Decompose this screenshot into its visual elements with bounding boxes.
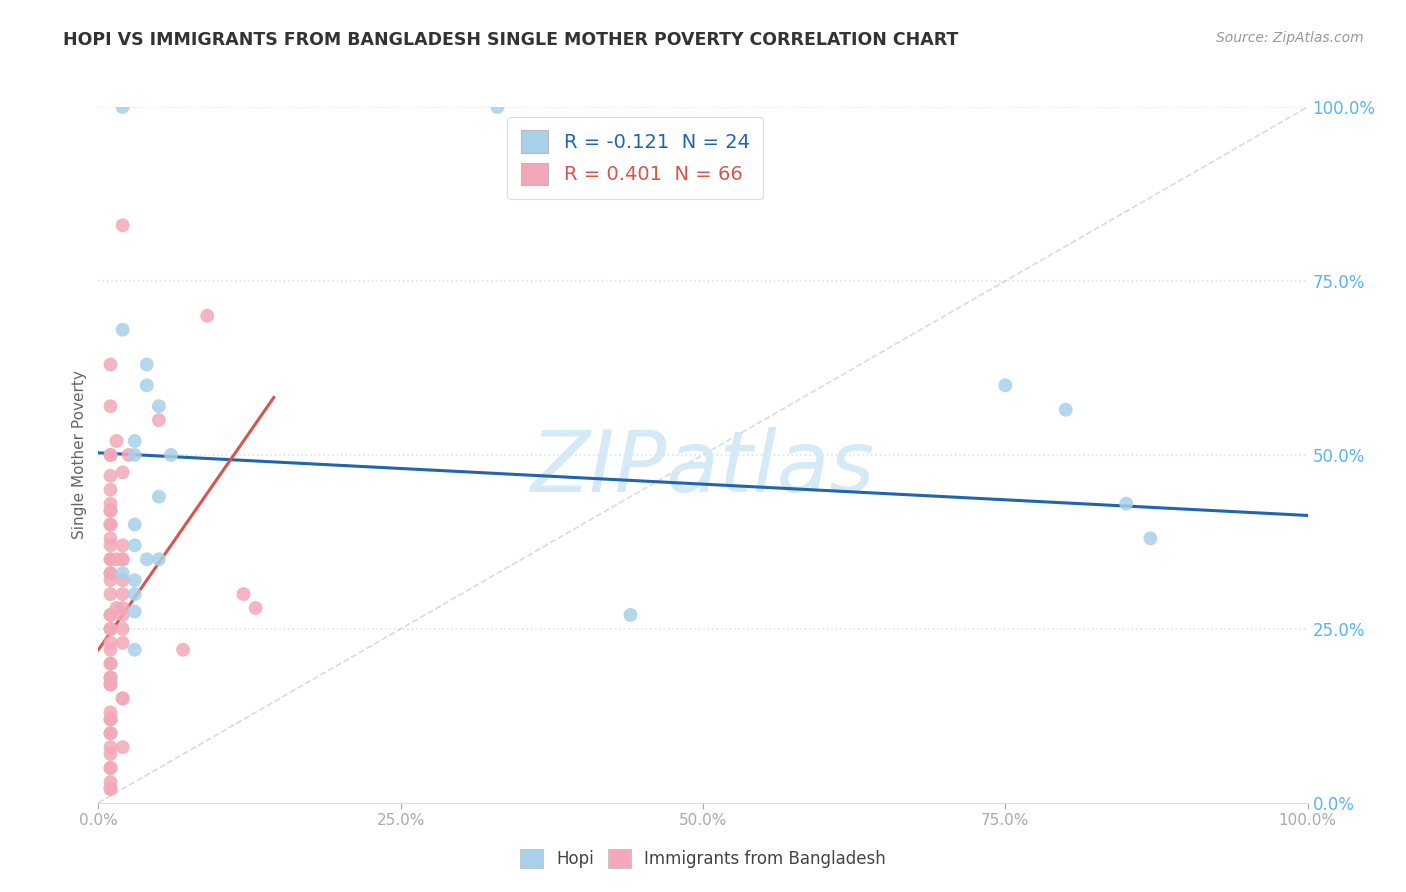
Point	[100, 517, 122, 532]
Point	[100, 566, 122, 581]
Point	[100, 636, 122, 650]
Point	[100, 573, 122, 587]
Point	[100, 657, 122, 671]
Point	[100, 781, 122, 796]
Point	[195, 309, 218, 323]
Point	[124, 517, 146, 532]
Point	[111, 607, 134, 622]
Text: ZIPatlas: ZIPatlas	[531, 427, 875, 510]
Point	[100, 483, 122, 497]
Point	[245, 601, 267, 615]
Point	[148, 399, 170, 413]
Point	[124, 573, 146, 587]
Point	[148, 413, 170, 427]
Point	[100, 622, 122, 636]
Point	[111, 538, 134, 552]
Point	[111, 601, 134, 615]
Point	[148, 552, 170, 566]
Point	[100, 566, 122, 581]
Point	[100, 552, 122, 566]
Point	[111, 100, 134, 114]
Point	[135, 552, 157, 566]
Point	[1115, 497, 1137, 511]
Point	[100, 448, 122, 462]
Point	[100, 503, 122, 517]
Point	[111, 323, 134, 337]
Point	[100, 671, 122, 685]
Point	[105, 552, 128, 566]
Point	[111, 691, 134, 706]
Point	[486, 100, 509, 114]
Point	[160, 448, 183, 462]
Point	[100, 532, 122, 546]
Point	[100, 503, 122, 517]
Point	[135, 378, 157, 392]
Point	[100, 775, 122, 789]
Point	[111, 219, 134, 233]
Legend: R = -0.121  N = 24, R = 0.401  N = 66: R = -0.121 N = 24, R = 0.401 N = 66	[508, 117, 763, 199]
Point	[100, 677, 122, 691]
Point	[100, 747, 122, 761]
Point	[100, 448, 122, 462]
Point	[124, 642, 146, 657]
Point	[100, 607, 122, 622]
Point	[100, 622, 122, 636]
Point	[100, 358, 122, 372]
Y-axis label: Single Mother Poverty: Single Mother Poverty	[72, 370, 87, 540]
Point	[111, 587, 134, 601]
Point	[172, 642, 194, 657]
Point	[124, 434, 146, 448]
Point	[100, 740, 122, 755]
Point	[148, 490, 170, 504]
Point	[100, 712, 122, 726]
Point	[100, 781, 122, 796]
Point	[994, 378, 1017, 392]
Point	[1139, 532, 1161, 546]
Point	[111, 691, 134, 706]
Point	[124, 538, 146, 552]
Point	[100, 642, 122, 657]
Point	[100, 468, 122, 483]
Point	[111, 636, 134, 650]
Point	[111, 622, 134, 636]
Point	[111, 740, 134, 755]
Point	[100, 726, 122, 740]
Point	[100, 552, 122, 566]
Point	[100, 587, 122, 601]
Point	[100, 657, 122, 671]
Point	[124, 448, 146, 462]
Point	[111, 566, 134, 581]
Point	[100, 607, 122, 622]
Text: HOPI VS IMMIGRANTS FROM BANGLADESH SINGLE MOTHER POVERTY CORRELATION CHART: HOPI VS IMMIGRANTS FROM BANGLADESH SINGL…	[63, 31, 959, 49]
Point	[100, 538, 122, 552]
Point	[111, 552, 134, 566]
Point	[619, 607, 641, 622]
Point	[100, 671, 122, 685]
Point	[1054, 402, 1077, 417]
Point	[111, 573, 134, 587]
Point	[124, 587, 146, 601]
Point	[105, 434, 128, 448]
Point	[135, 358, 157, 372]
Point	[105, 601, 128, 615]
Text: Source: ZipAtlas.com: Source: ZipAtlas.com	[1216, 31, 1364, 45]
Point	[118, 448, 141, 462]
Point	[100, 726, 122, 740]
Point	[100, 677, 122, 691]
Point	[100, 399, 122, 413]
Point	[232, 587, 254, 601]
Legend: Hopi, Immigrants from Bangladesh: Hopi, Immigrants from Bangladesh	[513, 842, 893, 875]
Point	[100, 497, 122, 511]
Point	[124, 605, 146, 619]
Point	[100, 712, 122, 726]
Point	[111, 466, 134, 480]
Point	[100, 761, 122, 775]
Point	[100, 761, 122, 775]
Point	[100, 706, 122, 720]
Point	[111, 552, 134, 566]
Point	[100, 517, 122, 532]
